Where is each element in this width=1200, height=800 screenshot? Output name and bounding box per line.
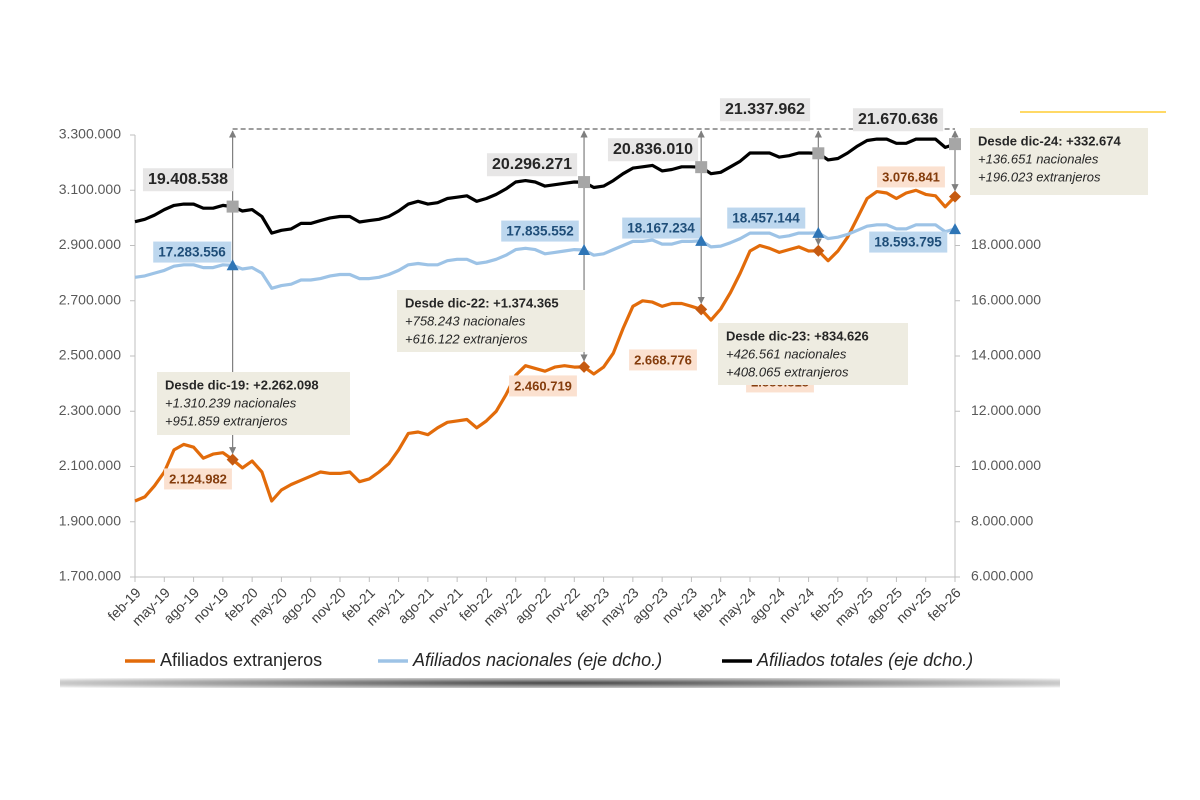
y2-tick-label: 12.000.000: [971, 402, 1041, 418]
series-line: [134, 137, 956, 235]
legend-label: Afiliados nacionales (eje dcho.): [412, 650, 662, 670]
data-point: [949, 138, 961, 151]
data-point: [949, 223, 961, 235]
data-point: [578, 360, 591, 373]
value-label-text: 17.835.552: [506, 224, 574, 239]
value-label: 2.668.776: [629, 349, 697, 371]
y-tick-label: 2.700.000: [59, 291, 121, 307]
value-label-text: 18.457.144: [732, 211, 800, 226]
value-label: 17.283.556: [153, 241, 232, 263]
annotation-text: Desde dic-22: +1.374.365: [405, 295, 559, 310]
data-point: [695, 161, 708, 174]
y2-tick-label: 14.000.000: [971, 347, 1041, 363]
value-label-bg: [869, 231, 948, 253]
value-label-bg: [607, 138, 699, 162]
y-tick-label: 3.100.000: [59, 181, 121, 197]
value-label-bg: [719, 98, 811, 122]
y-tick-label: 2.100.000: [59, 457, 121, 473]
value-label-text: 17.283.556: [158, 245, 226, 260]
legend-label: Afiliados totales (eje dcho.): [756, 650, 973, 670]
value-label: 18.167.234: [622, 217, 701, 239]
y2-tick-label: 16.000.000: [971, 291, 1041, 307]
data-point: [812, 244, 825, 257]
y2-tick-label: 6.000.000: [971, 568, 1033, 584]
value-label: 3.076.841: [877, 166, 945, 188]
y-tick-label: 2.500.000: [59, 347, 121, 363]
value-label-bg: [153, 241, 232, 263]
y-tick-label: 2.900.000: [59, 236, 121, 252]
value-label-text: 2.460.719: [514, 378, 572, 393]
value-label-text: 18.593.795: [874, 235, 942, 250]
decor-line: [1020, 111, 1166, 113]
value-label-bg: [486, 153, 578, 177]
value-label-bg: [727, 207, 806, 229]
annotation-box: [157, 372, 350, 435]
value-label-text: 20.836.010: [613, 141, 693, 158]
value-label: 17.835.552: [501, 220, 579, 242]
data-point: [812, 226, 825, 238]
value-label-bg: [142, 168, 234, 192]
annotation-text: +408.065 extranjeros: [726, 364, 849, 379]
value-label-bg: [164, 468, 232, 490]
legend-shadow: [60, 678, 1060, 688]
value-label-text: 20.296.271: [492, 156, 572, 173]
y2-tick-label: 8.000.000: [971, 512, 1033, 528]
data-point: [226, 259, 239, 271]
y-tick-label: 2.300.000: [59, 402, 121, 418]
value-label-text: 3.076.841: [882, 169, 940, 184]
value-label-text: 2.124.982: [169, 471, 227, 486]
annotation-box: [718, 323, 908, 385]
y2-tick-label: 18.000.000: [971, 236, 1041, 252]
value-label-bg: [629, 349, 697, 371]
value-label-text: 18.167.234: [627, 221, 695, 236]
value-label: 20.296.271: [486, 153, 578, 177]
y-tick-label: 1.900.000: [59, 512, 121, 528]
data-point: [578, 244, 591, 256]
data-point: [812, 147, 825, 160]
data-point: [695, 234, 708, 246]
annotation-text: +1.310.239 nacionales: [165, 395, 297, 410]
value-label-bg: [622, 217, 701, 239]
value-label-text: 21.337.962: [725, 101, 805, 118]
value-label-bg: [877, 166, 945, 188]
annotation-text: Desde dic-19: +2.262.098: [165, 377, 319, 392]
value-label-bg: [501, 220, 579, 242]
y-tick-label: 3.300.000: [59, 126, 121, 142]
annotation-text: +136.651 nacionales: [978, 151, 1099, 166]
annotation-text: +426.561 nacionales: [726, 346, 847, 361]
value-label-text: 19.408.538: [148, 171, 228, 188]
y-tick-label: 1.700.000: [59, 568, 121, 584]
value-label: 21.337.962: [719, 98, 811, 122]
y2-tick-label: 10.000.000: [971, 457, 1041, 473]
value-label-text: 2.668.776: [634, 352, 692, 367]
annotation-text: +758.243 nacionales: [405, 313, 526, 328]
data-point: [578, 176, 591, 189]
value-label: 18.593.795: [869, 231, 948, 253]
data-point: [226, 200, 239, 213]
annotation-text: +616.122 extranjeros: [405, 331, 528, 346]
value-label: 2.460.719: [509, 375, 577, 397]
value-label-text: 21.670.636: [858, 111, 938, 128]
value-label: 21.670.636: [852, 108, 944, 132]
annotation-box: [397, 290, 585, 352]
value-label: 18.457.144: [727, 207, 806, 229]
x-tick-label: feb-26: [924, 584, 964, 624]
data-point: [695, 303, 708, 316]
data-point: [949, 190, 961, 203]
annotation-text: Desde dic-24: +332.674: [978, 133, 1121, 148]
legend-label: Afiliados extranjeros: [160, 650, 322, 670]
data-point: [226, 453, 239, 466]
value-label-bg: [852, 108, 944, 132]
value-label: 19.408.538: [142, 168, 234, 192]
value-label-bg: [509, 375, 577, 397]
annotation-text: +951.859 extranjeros: [165, 413, 288, 428]
annotation-text: Desde dic-23: +834.626: [726, 328, 869, 343]
annotation-text: +196.023 extranjeros: [978, 169, 1101, 184]
value-label: 20.836.010: [607, 138, 699, 162]
value-label: 2.124.982: [164, 468, 232, 490]
annotation-box: [970, 128, 1148, 195]
